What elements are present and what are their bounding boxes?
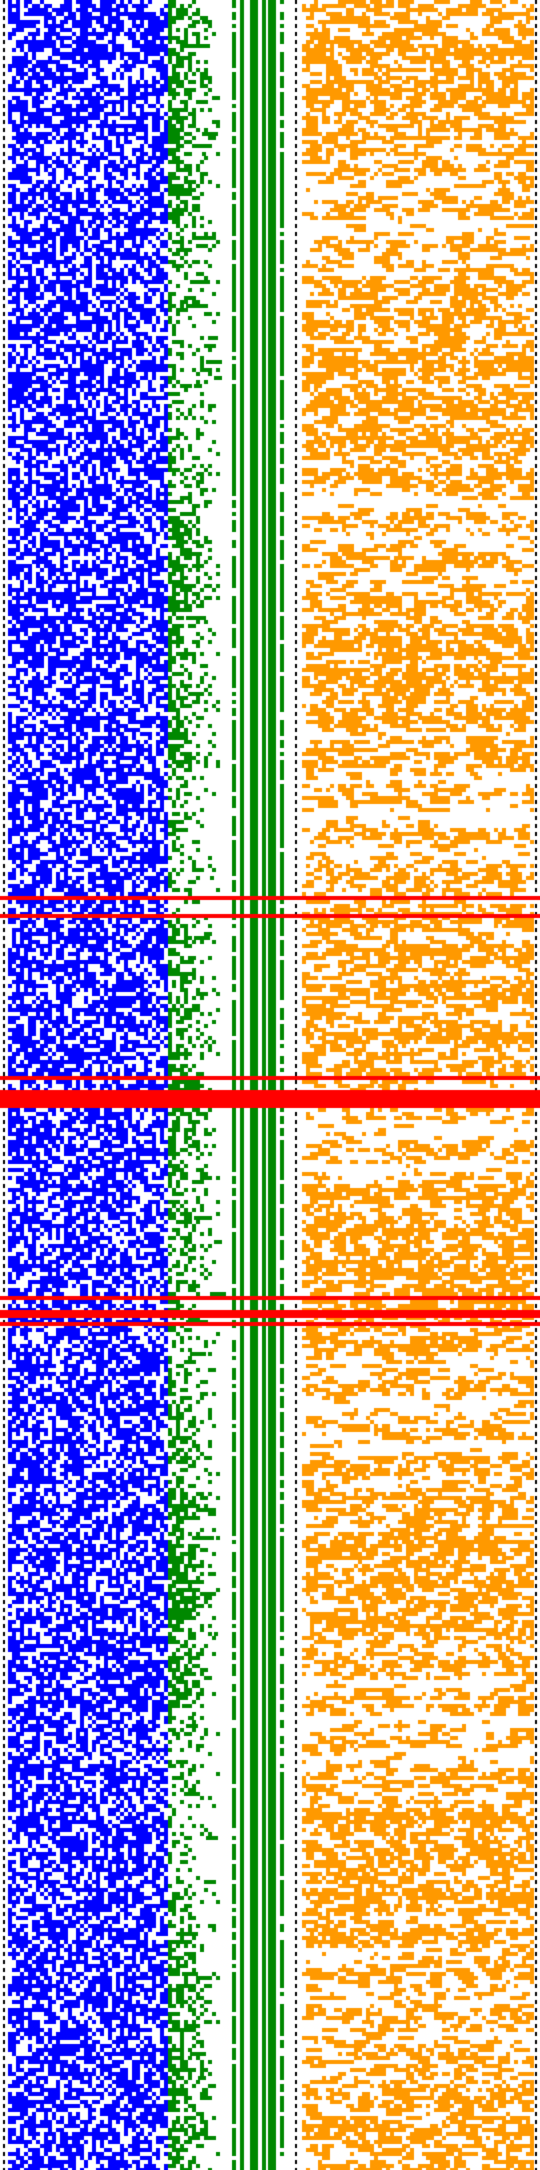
memory-activity-visualization: [0, 0, 540, 2170]
